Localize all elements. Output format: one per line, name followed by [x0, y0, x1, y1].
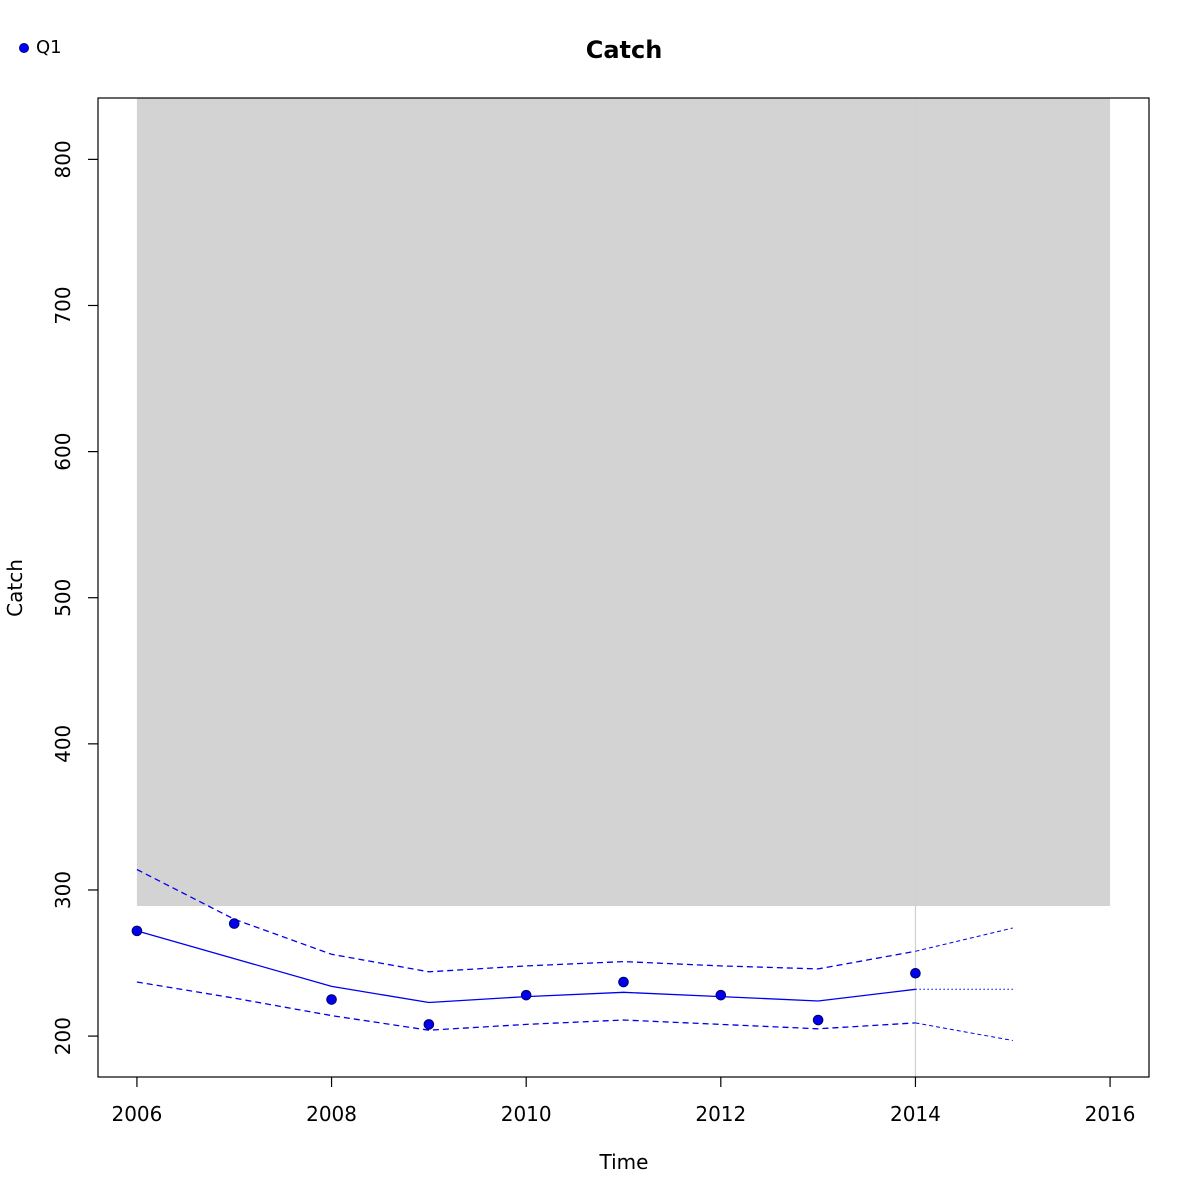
data-point	[812, 1014, 824, 1026]
data-point	[423, 1019, 435, 1030]
y-axis-label: Catch	[3, 559, 27, 617]
data-point	[618, 976, 629, 988]
y-axis: 200 300 400 500 600 700 800	[51, 140, 98, 1055]
y-tick-label: 200	[51, 1017, 75, 1055]
series-line-upper-ci	[136, 868, 916, 973]
x-tick-label: 2008	[306, 1102, 357, 1126]
y-tick-label: 400	[51, 725, 75, 763]
legend: Q1	[19, 37, 62, 58]
y-tick-label: 800	[51, 140, 75, 178]
data-point	[715, 989, 727, 1001]
data-point	[520, 989, 532, 1001]
x-axis: 2006 2008 2010 2012 2014 2016	[111, 1077, 1136, 1126]
series-line-forecast-lower	[915, 1022, 1013, 1041]
data-point	[910, 967, 921, 979]
legend-marker-q1	[19, 43, 29, 53]
x-tick-label: 2014	[890, 1102, 941, 1126]
y-tick-label: 600	[51, 433, 75, 471]
y-tick-label: 500	[51, 579, 75, 617]
observed-points-layer	[131, 918, 921, 1030]
chart-title: Catch	[586, 36, 663, 64]
plot-frame	[97, 97, 1150, 1078]
series-line-lower-ci	[136, 981, 916, 1031]
legend-label-q1: Q1	[36, 37, 62, 58]
series-line-forecast-upper	[915, 927, 1013, 952]
shaded-region-layer	[136, 98, 1111, 907]
x-tick-label: 2016	[1085, 1102, 1136, 1126]
y-tick-label: 700	[51, 286, 75, 324]
x-tick-label: 2012	[695, 1102, 746, 1126]
x-axis-label: Time	[599, 1150, 649, 1174]
data-point	[326, 994, 337, 1005]
data-point	[131, 925, 143, 937]
shaded-region	[136, 98, 1111, 907]
data-point	[228, 918, 240, 929]
x-tick-label: 2006	[111, 1102, 162, 1126]
x-tick-label: 2010	[501, 1102, 552, 1126]
y-tick-label: 300	[51, 871, 75, 909]
